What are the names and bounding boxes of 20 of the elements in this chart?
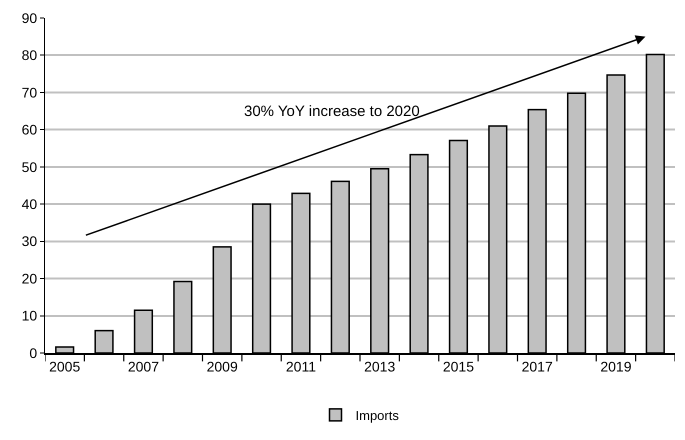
y-tick-label: 0: [29, 344, 38, 361]
x-tick-label: 2013: [364, 358, 396, 375]
x-tick-label: 2009: [206, 358, 238, 375]
x-tick-label: 2019: [600, 358, 632, 375]
legend-label: Imports: [356, 408, 400, 423]
x-tick-label: 2007: [128, 358, 160, 375]
y-tick-label: 40: [22, 196, 38, 212]
y-tick-label: 70: [22, 84, 38, 100]
y-tick-label: 60: [22, 122, 38, 138]
x-tick-label: 2011: [286, 358, 316, 375]
y-tick-label: 50: [22, 158, 38, 175]
x-tick-label: 2015: [442, 358, 474, 375]
y-tick-label: 10: [22, 308, 38, 324]
y-tick-label: 80: [22, 47, 38, 64]
y-tick-label: 20: [22, 270, 38, 286]
x-tick-label: 2005: [49, 358, 80, 375]
annotation: 30% YoY increase to 2020: [244, 103, 420, 120]
x-tick-label: 2017: [522, 358, 553, 375]
y-tick-label: 90: [22, 10, 38, 26]
y-tick-label: 30: [22, 233, 38, 250]
